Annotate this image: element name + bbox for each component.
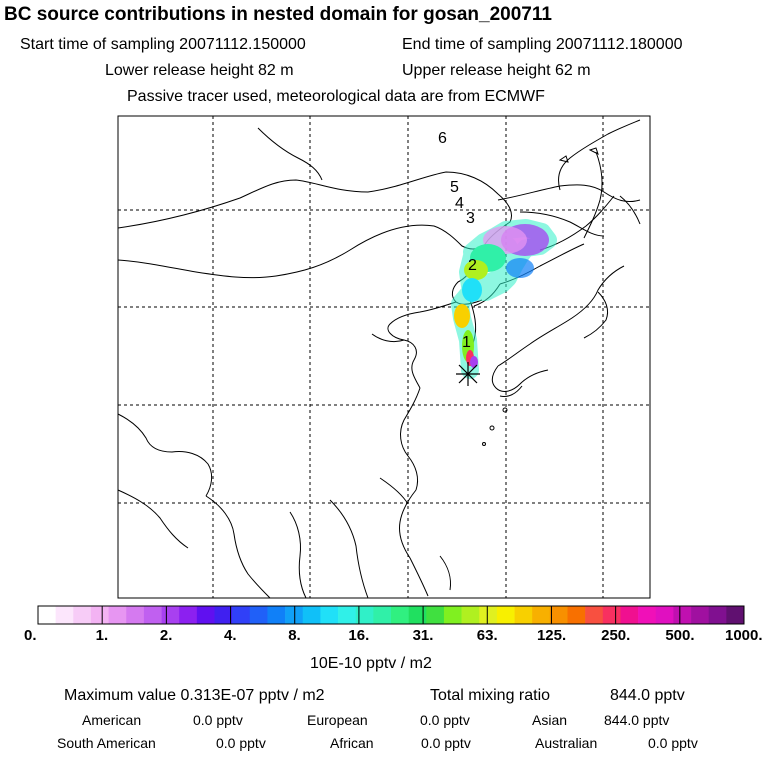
australian-value: 0.0 pptv (648, 735, 698, 751)
south-american-label: South American (57, 735, 156, 751)
colorbar-cell (532, 606, 551, 624)
trajectory-labels: 6 5 4 3 2 1 (438, 130, 477, 351)
colorbar-cell (496, 606, 515, 624)
colorbar-cell (143, 606, 162, 624)
australian-label: Australian (535, 735, 598, 751)
colorbar-tick-label: 500. (665, 627, 695, 644)
colorbar-cell (638, 606, 657, 624)
colorbar-cell (691, 606, 709, 624)
islands (482, 147, 599, 446)
colorbar-cell (55, 606, 74, 624)
colorbar-cell (302, 606, 321, 624)
total-mixing-ratio-label: Total mixing ratio (430, 687, 551, 704)
colorbar-tick-label: 2. (159, 627, 173, 644)
colorbar-tick-label: 250. (601, 627, 631, 644)
colorbar-tick-label: 125. (536, 627, 567, 644)
trajectory-label-3: 3 (466, 210, 475, 227)
american-value: 0.0 pptv (193, 712, 243, 728)
colorbar-units-label: 10E-10 pptv / m2 (310, 655, 432, 672)
colorbar-cell (73, 606, 92, 624)
trajectory-label-2: 2 (468, 257, 477, 274)
trajectory-label-1: 1 (462, 334, 471, 351)
colorbar-cell (249, 606, 268, 624)
plume (451, 219, 557, 379)
colorbar-cell (38, 606, 56, 624)
colorbar-cell (338, 606, 356, 624)
colorbar-cell (708, 606, 727, 624)
trajectory-label-4: 4 (455, 195, 464, 212)
asian-label: Asian (532, 712, 568, 728)
receptor-star-icon (456, 362, 480, 386)
graticule (118, 116, 650, 598)
colorbar-cell (90, 606, 109, 624)
colorbar-cell (620, 606, 639, 624)
colorbar-cell (655, 606, 674, 624)
colorbar-cell (285, 606, 304, 624)
total-mixing-ratio-value: 844.0 pptv (610, 687, 685, 704)
lower-release-height-label: Lower release height 82 m (105, 62, 294, 79)
colorbar-cell (602, 606, 621, 624)
colorbar-cell (161, 606, 180, 624)
colorbar-cell (126, 606, 145, 624)
colorbar-cell (567, 606, 586, 624)
colorbar-cell (461, 606, 480, 624)
colorbar-tick-label: 4. (224, 627, 237, 644)
upper-release-height-label: Upper release height 62 m (402, 62, 591, 79)
colorbar-cell (355, 606, 374, 624)
colorbar-tick-label: 0. (24, 627, 37, 644)
trajectory-label-5: 5 (450, 179, 459, 196)
european-label: European (307, 712, 368, 728)
colorbar-cell (549, 606, 568, 624)
colorbar-cell (108, 606, 127, 624)
colorbar-tick-label: 16. (348, 627, 370, 644)
colorbar-tick-label: 31. (412, 627, 434, 644)
asian-value: 844.0 pptv (604, 712, 670, 728)
colorbar-cell (320, 606, 339, 624)
african-value: 0.0 pptv (421, 735, 471, 751)
colorbar-cell (408, 606, 427, 624)
colorbar-cell (232, 606, 251, 624)
colorbar-cell (373, 606, 392, 624)
south-american-value: 0.0 pptv (216, 735, 266, 751)
coastlines-borders (117, 119, 641, 599)
american-label: American (82, 712, 142, 728)
trajectory-label-6: 6 (438, 130, 447, 147)
colorbar-cell (479, 606, 498, 624)
passive-tracer-label: Passive tracer used, meteorological data… (127, 88, 545, 105)
colorbar-cell (585, 606, 604, 624)
colorbar-cell (514, 606, 533, 624)
colorbar-cell (426, 606, 445, 624)
colorbar-cell (673, 606, 692, 624)
african-label: African (330, 735, 374, 751)
european-value: 0.0 pptv (420, 712, 470, 728)
colorbar-tick-label: 8. (288, 627, 301, 644)
colorbar-tick-label: 1000. (725, 627, 763, 644)
start-time-label: Start time of sampling 20071112.150000 (20, 36, 306, 53)
end-time-label: End time of sampling 20071112.180000 (402, 36, 683, 53)
colorbar-tick-label: 63. (476, 627, 498, 644)
colorbar-cell (196, 606, 215, 624)
colorbar-cell (726, 606, 745, 624)
map-frame (117, 115, 651, 599)
colorbar-tick-label: 1. (95, 627, 109, 644)
colorbar-cell (267, 606, 286, 624)
colorbar-cell (214, 606, 233, 624)
map-title: BC source contributions in nested domain… (4, 4, 552, 25)
colorbar-cell (179, 606, 198, 624)
maximum-value-label: Maximum value 0.313E-07 pptv / m2 (64, 687, 325, 704)
colorbar-cell (391, 606, 409, 624)
colorbar-cell (443, 606, 462, 624)
